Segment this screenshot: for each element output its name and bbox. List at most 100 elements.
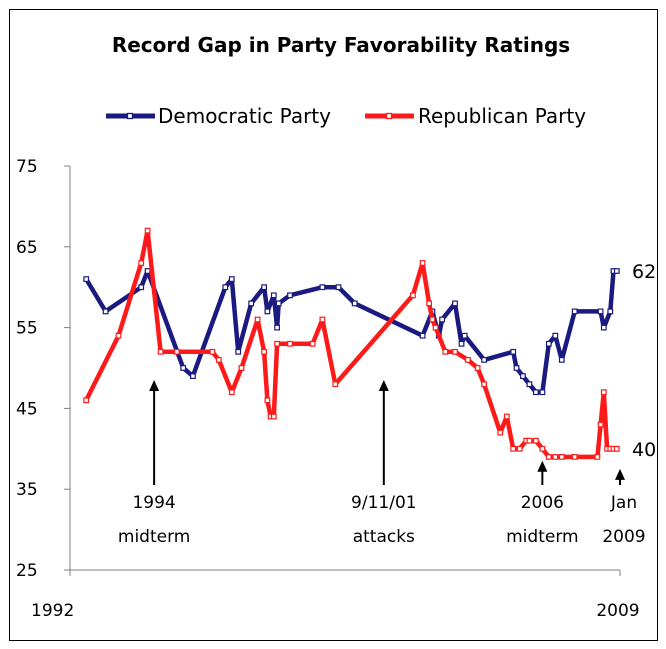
data-point-republican: [539, 445, 546, 452]
data-point-republican: [426, 300, 432, 307]
annotation-line1: 9/11/01: [351, 493, 417, 513]
data-point-republican: [558, 454, 565, 460]
series-line-democratic: [83, 268, 620, 395]
series-democratic: [83, 268, 620, 396]
chart-svg: Record Gap in Party Favorability Ratings…: [16, 33, 656, 621]
data-point-democratic: [558, 357, 565, 363]
data-point-republican: [209, 348, 216, 355]
chart-frame: Record Gap in Party Favorability Ratings…: [9, 9, 658, 641]
legend-label-democratic: Democratic Party: [158, 104, 331, 128]
data-point-democratic: [264, 308, 271, 315]
data-point-republican: [270, 413, 277, 420]
x-axis-ticks: 1992 2009: [31, 570, 640, 621]
data-point-democratic: [351, 300, 358, 307]
annotation-line2: attacks: [353, 527, 415, 547]
data-point-democratic: [275, 300, 282, 307]
data-point-democratic: [513, 365, 520, 371]
data-point-republican: [274, 340, 280, 347]
data-point-democratic: [600, 324, 607, 331]
data-point-democratic: [261, 284, 268, 291]
y-tick-label: 55: [16, 319, 38, 339]
data-point-republican: [309, 340, 316, 347]
annotation-3: Jan 2009: [602, 468, 646, 547]
annotation-line2: midterm: [118, 527, 190, 547]
data-point-republican: [516, 445, 523, 452]
data-point-republican: [410, 292, 416, 299]
data-point-republican: [545, 454, 552, 460]
data-point-democratic: [461, 332, 468, 339]
data-point-democratic: [235, 348, 242, 355]
data-point-democratic: [248, 300, 255, 307]
data-point-democratic: [144, 268, 151, 274]
data-point-republican: [254, 316, 261, 323]
end-labels: 62 40: [632, 261, 656, 461]
data-point-republican: [600, 389, 607, 396]
annotation-2: 2006 midterm: [506, 460, 579, 547]
data-point-republican: [532, 437, 539, 444]
y-tick-label: 65: [16, 238, 38, 258]
data-point-republican: [571, 454, 578, 460]
data-point-republican: [287, 340, 293, 347]
data-point-democratic: [452, 300, 458, 307]
x-tick-label: 1992: [31, 601, 74, 621]
data-point-republican: [228, 389, 235, 396]
chart-title: Record Gap in Party Favorability Ratings: [112, 33, 570, 57]
data-point-republican: [510, 445, 517, 452]
annotation-arrow-head: [615, 468, 625, 480]
data-point-democratic: [539, 389, 546, 396]
legend-marker-republican: [385, 112, 393, 120]
data-point-republican: [552, 454, 559, 460]
data-point-democratic: [319, 284, 326, 291]
annotation-1: 9/11/01 attacks: [351, 380, 417, 547]
data-point-democratic: [287, 292, 293, 299]
data-point-democratic: [520, 373, 526, 379]
data-point-democratic: [571, 308, 578, 315]
annotation-arrow-head: [378, 380, 389, 391]
data-point-republican: [497, 429, 504, 436]
data-point-democratic: [138, 284, 145, 291]
data-point-republican: [144, 227, 151, 234]
data-point-republican: [419, 260, 426, 266]
data-point-democratic: [222, 284, 229, 291]
y-tick-label: 75: [16, 157, 38, 177]
data-point-republican: [613, 445, 620, 452]
data-point-republican: [526, 437, 533, 444]
data-point-republican: [238, 365, 245, 371]
data-point-republican: [115, 332, 122, 339]
data-point-democratic: [83, 276, 90, 282]
data-point-democratic: [597, 308, 604, 315]
data-point-republican: [332, 381, 339, 388]
data-point-republican: [83, 397, 90, 404]
data-point-republican: [319, 316, 326, 323]
data-point-republican: [432, 324, 439, 331]
series-republican: [83, 227, 620, 460]
data-point-republican: [503, 413, 510, 420]
series-line-republican: [83, 228, 620, 460]
annotation-line1: 2006: [521, 493, 564, 513]
data-point-democratic: [190, 373, 196, 379]
data-point-democratic: [607, 308, 614, 315]
data-point-republican: [442, 348, 449, 355]
annotation-line2: midterm: [506, 527, 578, 547]
legend-item-republican: Republican Party: [365, 104, 586, 128]
data-point-republican: [215, 357, 222, 363]
data-point-democratic: [335, 284, 342, 291]
legend-marker-democratic: [126, 112, 134, 120]
end-label-republican: 40: [632, 439, 656, 461]
annotation-line2: 2009: [602, 527, 645, 547]
data-point-democratic: [510, 348, 517, 355]
data-point-republican: [264, 397, 271, 404]
data-point-democratic: [102, 308, 109, 315]
data-point-republican: [597, 421, 604, 428]
annotation-line1: 1994: [132, 493, 175, 513]
y-tick-label: 35: [16, 480, 38, 500]
annotation-line1: Jan: [610, 493, 637, 513]
annotation-arrow-head: [149, 380, 160, 391]
annotation-0: 1994 midterm: [118, 380, 190, 547]
data-point-republican: [465, 357, 471, 363]
legend-item-democratic: Democratic Party: [106, 104, 331, 128]
x-tick-label: 2009: [596, 601, 639, 621]
data-point-republican: [173, 348, 180, 355]
data-point-republican: [429, 316, 436, 323]
y-tick-label: 45: [16, 399, 38, 419]
